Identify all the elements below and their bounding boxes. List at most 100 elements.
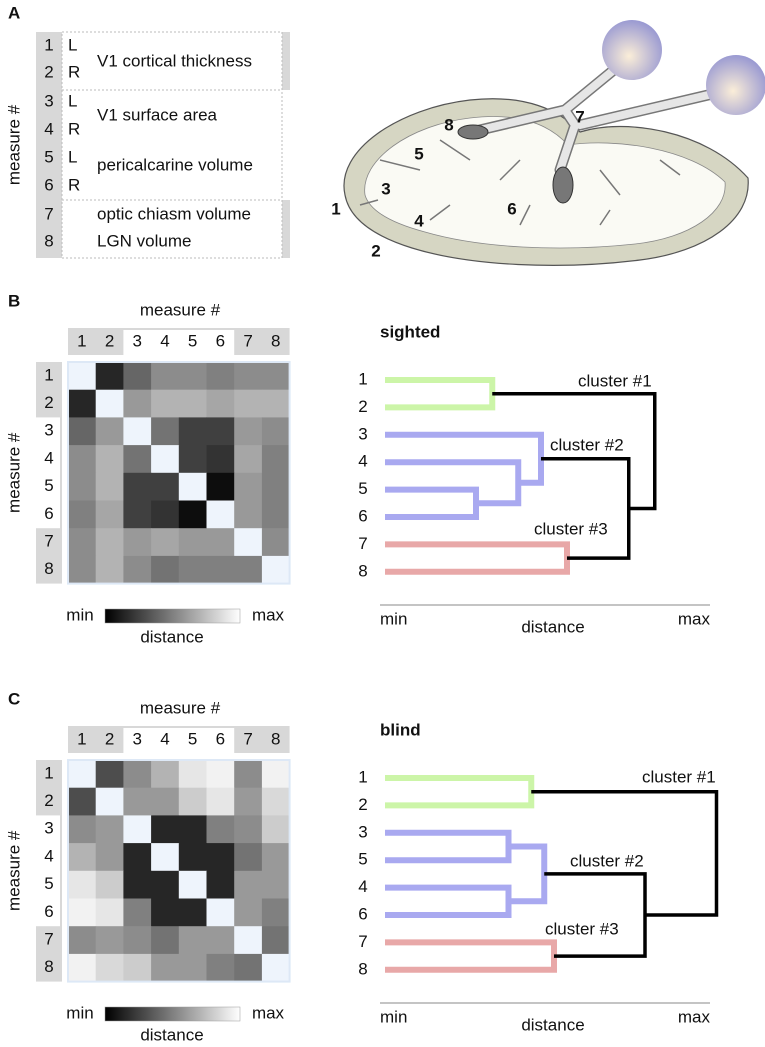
heatmap-cell [68,389,97,418]
column-label: 8 [271,331,280,350]
row-number: 3 [44,91,53,110]
column-label: 4 [160,331,169,350]
heatmap-cell [206,555,235,585]
brain-label: 7 [575,107,584,126]
heatmap-cell [68,500,97,529]
dendrogram-title: blind [380,720,421,739]
heatmap-cell [123,362,152,391]
heatmap-cell [151,445,180,474]
row-label: 4 [44,448,53,467]
colorbar-min: min [66,605,93,624]
heatmap-cell [206,500,235,529]
axis-min: min [380,1007,407,1026]
heatmap-cell [95,815,124,844]
heatmap-cell [206,362,235,391]
brain-label: 8 [444,115,453,134]
heatmap-cell [234,926,263,955]
heatmap-cell [68,445,97,474]
dendrogram-link [385,884,512,918]
dendrogram-link [544,872,647,958]
heatmap-cell [123,500,152,529]
leaf-label: 4 [358,452,367,471]
heatmap-cell [178,500,207,529]
heatmap-cell [178,898,207,927]
heatmap-cell [206,953,235,983]
heatmap-cell [151,870,180,899]
heatmap-cell [151,953,180,983]
heatmap-cell [95,500,124,529]
row-number: 1 [44,35,53,54]
column-strip-white [123,330,235,355]
row-label: 4 [44,846,53,865]
heatmap-cell [68,815,97,844]
heatmap-cell [68,926,97,955]
leaf-label: 8 [358,561,367,580]
heatmap-cell [151,760,180,789]
heatmap-cell [95,417,124,446]
heatmap-border [67,759,291,983]
measure-name: LGN volume [97,231,191,250]
heatmap-cell [234,870,263,899]
column-title: measure # [140,300,221,319]
row-label: 1 [44,763,53,782]
dendrogram-link [508,843,548,905]
heatmap-cell [151,555,180,585]
row-label: 3 [44,421,53,440]
heatmap-cell [123,870,152,899]
heatmap-cell [261,389,291,418]
brain-label: 1 [331,199,340,218]
heatmap-cell [178,815,207,844]
cluster-label: cluster #3 [534,519,608,538]
heatmap-cell [68,362,97,391]
heatmap-cell [123,445,152,474]
heatmap-cell [123,953,152,983]
colorbar-min: min [66,1003,93,1022]
heatmap-cell [123,926,152,955]
heatmap-cell [234,843,263,872]
heatmap-cell [151,787,180,816]
heatmap-cell [234,555,263,585]
column-label: 1 [77,331,86,350]
heatmap-cell [206,417,235,446]
heatmap-cell [178,787,207,816]
row-side: R [68,119,80,138]
colorbar-max: max [252,605,285,624]
column-label: 6 [216,729,225,748]
heatmap-cell [68,555,97,585]
heatmap-cell [95,389,124,418]
row-title: measure # [4,432,23,513]
row-side: L [68,91,77,110]
row-label: 1 [44,365,53,384]
row-side: L [68,147,77,166]
heatmap-cell [95,555,124,585]
measure-name: V1 surface area [97,105,218,124]
measure-name: pericalcarine volume [97,155,253,174]
leaf-label: 1 [358,767,367,786]
heatmap-cell [234,417,263,446]
heatmap-cell [95,472,124,501]
row-label: 7 [44,532,53,551]
dendrogram-link [385,829,512,864]
row-number: 5 [44,147,53,166]
heatmap-cell [178,389,207,418]
leaf-label: 4 [358,877,367,896]
heatmap-cell [95,843,124,872]
axis-max: max [678,1007,711,1026]
column-label: 6 [216,331,225,350]
row-strip [36,32,62,258]
leaf-label: 3 [358,822,367,841]
heatmap-cell [178,760,207,789]
column-label: 3 [133,331,142,350]
heatmap-cell [206,843,235,872]
heatmap-cell [234,528,263,557]
heatmap-cell [261,953,291,983]
heatmap-cell [206,472,235,501]
heatmap-cell [151,815,180,844]
row-label: 5 [44,476,53,495]
leaf-label: 5 [358,850,367,869]
heatmap-cell [178,926,207,955]
heatmap-cell [261,555,291,585]
heatmap-cell [178,843,207,872]
heatmap-cell [261,760,291,789]
colorbar-max: max [252,1003,285,1022]
